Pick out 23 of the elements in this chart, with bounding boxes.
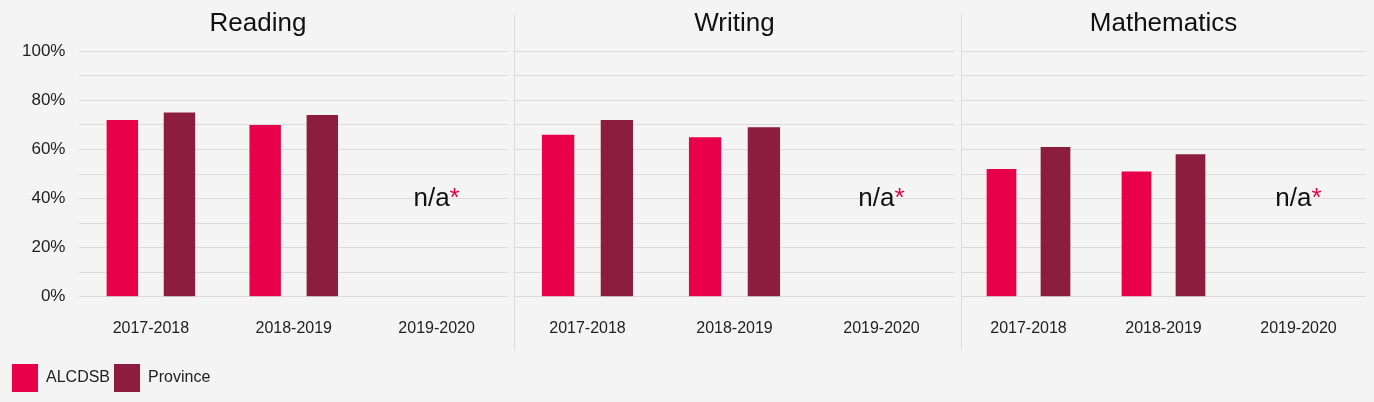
y-tick-label: 0% xyxy=(40,286,66,306)
x-tick-label: 2017-2018 xyxy=(990,318,1067,336)
x-tick-label: 2018-2019 xyxy=(255,318,333,336)
annotation: n/a* xyxy=(413,181,460,212)
y-tick-label: 20% xyxy=(31,237,66,257)
y-tick-label: 40% xyxy=(31,188,66,208)
legend-label: ALCDSB xyxy=(46,368,111,386)
x-tick-label: 2019-2020 xyxy=(843,318,920,336)
x-tick-label: 2017-2018 xyxy=(112,318,190,336)
chart-title: Writing xyxy=(694,6,775,37)
annotation: n/a* xyxy=(1275,181,1322,212)
chart-title: Mathematics xyxy=(1089,6,1238,37)
y-tick-label: 80% xyxy=(31,90,66,110)
y-tick-label: 60% xyxy=(31,139,66,159)
x-tick-label: 2019-2020 xyxy=(1260,318,1337,336)
chart-title: Reading xyxy=(209,6,307,37)
x-tick-label: 2018-2019 xyxy=(696,318,773,336)
legend-label: Province xyxy=(148,368,211,386)
x-tick-label: 2018-2019 xyxy=(1125,318,1202,336)
x-tick-label: 2019-2020 xyxy=(398,318,475,336)
y-tick-label: 100% xyxy=(22,40,66,60)
annotation: n/a* xyxy=(858,181,905,212)
x-tick-label: 2017-2018 xyxy=(549,318,626,336)
